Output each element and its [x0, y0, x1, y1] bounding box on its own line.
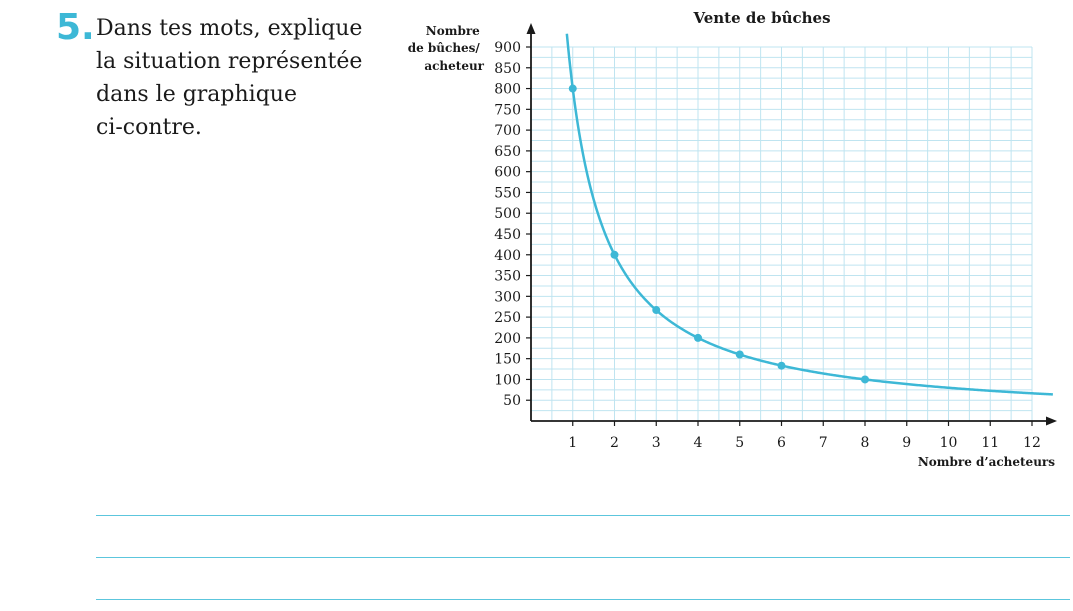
- y-tick-label: 50: [503, 393, 521, 409]
- x-tick-label: 12: [1023, 435, 1041, 451]
- x-axis-arrow-icon: [1046, 416, 1057, 426]
- data-point: [777, 361, 786, 370]
- x-tick-label: 11: [981, 435, 999, 451]
- answer-line[interactable]: [96, 599, 1070, 600]
- x-tick-label: 7: [819, 435, 828, 451]
- answer-line[interactable]: [96, 515, 1070, 516]
- data-point: [694, 333, 702, 342]
- instruction-line: Dans tes mots, explique: [96, 16, 363, 41]
- y-tick-label: 500: [494, 206, 521, 222]
- y-axis-label-line: de bûches/: [408, 41, 481, 55]
- y-tick-label: 850: [494, 61, 521, 77]
- y-tick-label: 300: [494, 289, 521, 305]
- chart-ticks: 50 100 150 200 250 300 350 400 450 500 550 600 650 70…: [494, 40, 1041, 451]
- y-tick-label: 900: [494, 40, 521, 56]
- x-tick-label: 10: [940, 435, 958, 451]
- exercise-number: 5.: [56, 7, 95, 48]
- x-tick-label: 9: [902, 435, 911, 451]
- y-axis-label-line: Nombre: [426, 24, 480, 38]
- y-tick-label: 650: [494, 144, 521, 160]
- instruction-line: ci-contre.: [96, 115, 202, 140]
- y-tick-label: 400: [494, 248, 521, 264]
- x-tick-label: 6: [777, 435, 786, 451]
- y-axis-arrow-icon: [526, 23, 536, 34]
- series-points: [568, 84, 869, 384]
- data-point: [610, 250, 619, 259]
- x-tick-label: 2: [610, 435, 619, 451]
- chart-grid: [531, 46, 1033, 421]
- y-tick-label: 450: [494, 227, 521, 243]
- data-point: [568, 84, 577, 93]
- data-point: [652, 306, 661, 315]
- x-tick-label: 4: [694, 435, 703, 451]
- chart-title: Vente de bûches: [692, 9, 830, 27]
- y-tick-label: 250: [494, 310, 521, 326]
- x-tick-label: 3: [652, 435, 661, 451]
- y-tick-label: 150: [494, 352, 521, 368]
- x-tick-label: 1: [568, 435, 577, 451]
- y-tick-label: 800: [494, 82, 521, 98]
- x-tick-label: 5: [735, 435, 744, 451]
- exercise-instruction: Dans tes mots, explique la situation rep…: [96, 12, 362, 144]
- instruction-line: la situation représentée: [96, 49, 363, 74]
- y-tick-label: 200: [494, 331, 521, 347]
- instruction-line: dans le graphique: [96, 82, 297, 107]
- y-tick-label: 550: [494, 185, 521, 201]
- y-axis-label-line: acheteur: [424, 59, 484, 73]
- y-axis-label: Nombre de bûches/ acheteur: [408, 24, 485, 73]
- x-axis-label: Nombre d’acheteurs: [918, 455, 1055, 469]
- x-tick-label: 8: [861, 435, 870, 451]
- y-tick-label: 600: [494, 165, 521, 181]
- y-tick-label: 750: [494, 102, 521, 118]
- y-tick-label: 700: [494, 123, 521, 139]
- data-point: [861, 375, 869, 384]
- y-tick-label: 100: [494, 372, 521, 388]
- answer-line[interactable]: [96, 557, 1070, 558]
- chart-axes: [526, 23, 1057, 426]
- series-curve: [565, 33, 1053, 396]
- data-point: [735, 350, 744, 359]
- y-tick-label: 350: [494, 269, 521, 285]
- chart: 50 100 150 200 250 300 350 400 450 500 550 600 650 70…: [408, 9, 1057, 469]
